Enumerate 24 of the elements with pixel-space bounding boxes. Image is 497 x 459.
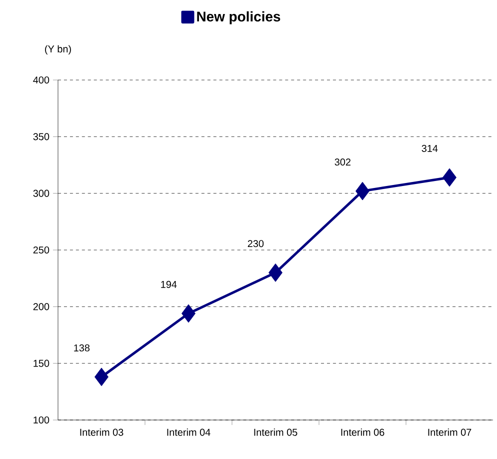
- y-tick-label: 400: [33, 76, 50, 84]
- legend-label: New policies: [197, 11, 280, 24]
- data-label: 194: [161, 280, 177, 288]
- x-tick-label: Interim 04: [167, 428, 210, 436]
- y-tick-label: 100: [34, 416, 50, 424]
- x-tick-label: Interim 06: [341, 428, 384, 436]
- y-tick-label: 150: [34, 360, 50, 367]
- point: [268, 263, 282, 282]
- x-tick-label: Interim 07: [428, 428, 472, 436]
- data-label: 314: [422, 144, 438, 152]
- data-label: 230: [248, 240, 264, 248]
- data-label: 138: [74, 344, 90, 352]
- y-tick-label: 350: [33, 133, 50, 140]
- x-tick-label: Interim 05: [254, 428, 298, 436]
- point: [442, 168, 456, 187]
- y-tick-label: 250: [33, 246, 50, 254]
- point: [94, 368, 108, 386]
- y-tick-label: 300: [33, 190, 50, 197]
- point: [356, 182, 370, 200]
- y-axis-title: (Y bn): [45, 45, 71, 54]
- x-tick-label: Interim 03: [80, 428, 124, 436]
- y-tick-label: 200: [33, 303, 50, 310]
- data-label: 302: [334, 158, 350, 166]
- point: [182, 304, 196, 323]
